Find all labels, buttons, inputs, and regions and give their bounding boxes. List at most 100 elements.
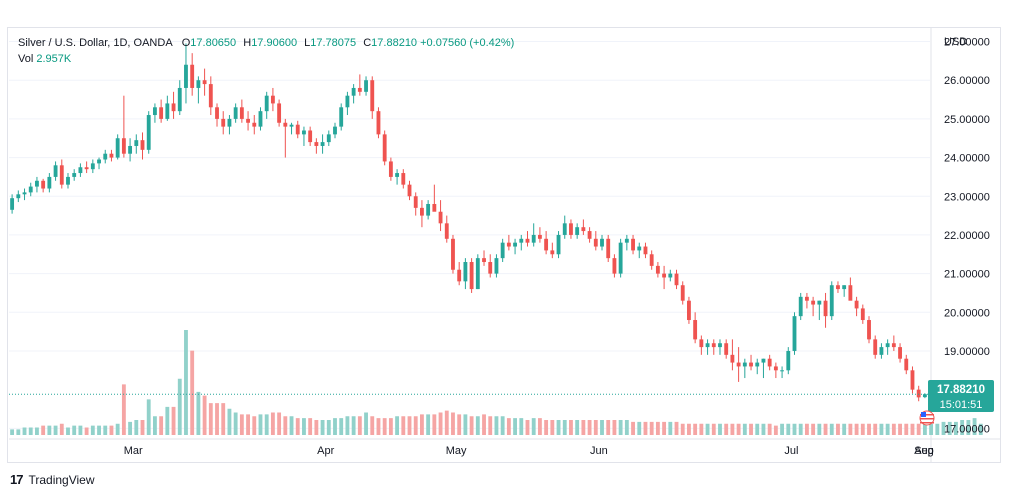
volume-bar (544, 420, 549, 435)
volume-bar (593, 420, 598, 435)
footer-brand[interactable]: 17 TradingView (10, 472, 95, 487)
brand-name: TradingView (28, 472, 95, 487)
y-tick-label: 27.00000 (944, 37, 990, 49)
volume-label: Vol (18, 53, 34, 65)
candle-body (562, 223, 567, 235)
price-tag-countdown: 15:01:51 (940, 399, 983, 411)
volume-bar (854, 423, 859, 435)
candle-body (898, 347, 902, 359)
volume-bar (506, 418, 511, 435)
candle-body (575, 227, 580, 235)
candle-body (922, 394, 927, 398)
candle-body (655, 265, 660, 274)
candle-body (798, 296, 803, 317)
candle-body (202, 80, 207, 85)
us-flag-icon (919, 410, 935, 426)
candle-body (475, 258, 480, 290)
volume-bar (600, 420, 604, 435)
volume-bar (202, 395, 207, 435)
y-tick-label: 24.00000 (944, 153, 990, 165)
volume-bar (22, 427, 27, 435)
volume-bar (370, 416, 375, 435)
candle-body (718, 343, 722, 348)
candle-body (35, 180, 39, 187)
candle-body (66, 176, 70, 185)
volume-bar (395, 416, 400, 435)
volume-bar (519, 418, 524, 435)
candle-body (357, 87, 362, 92)
volume-bar (326, 420, 331, 435)
candle-body (811, 300, 816, 305)
volume-bar (295, 418, 300, 435)
candle-body (513, 242, 517, 247)
volume-bar (239, 414, 244, 435)
volume-bar (320, 420, 325, 435)
volume-bar (649, 421, 654, 435)
volume-bar (848, 423, 853, 435)
candle-body (668, 273, 673, 278)
volume-bar (898, 423, 902, 435)
volume-bar (190, 350, 195, 435)
volume-bar (438, 412, 443, 435)
ohlc-row: Silver / U.S. Dollar, 1D, OANDA O17.8065… (18, 37, 515, 49)
volume-bar (786, 423, 791, 435)
candle-body (569, 223, 573, 235)
volume-bar (687, 423, 691, 435)
candle-body (891, 343, 896, 348)
candle-body (333, 126, 337, 135)
volume-bar (836, 423, 840, 435)
volume-bar (655, 421, 660, 435)
candle-body (302, 130, 306, 135)
candle-body (233, 107, 238, 119)
volume-bar (165, 406, 170, 435)
candle-body (649, 254, 654, 266)
price-axis[interactable]: 27.00000 26.00000 25.00000 24.00000 23.00000… (944, 37, 990, 436)
candle-body (171, 103, 176, 112)
candle-body (904, 358, 909, 371)
y-tick-label: 20.00000 (944, 307, 990, 319)
volume-bar (339, 418, 344, 435)
volume-bar (500, 416, 505, 435)
candle-body (680, 285, 685, 301)
candle-body (848, 285, 853, 301)
volume-bar (463, 414, 468, 435)
candle-body (817, 300, 822, 305)
candle-body (469, 262, 474, 290)
candle-body (674, 273, 679, 286)
candle-body (84, 167, 89, 170)
candle-body (842, 285, 847, 290)
volume-bar (954, 421, 958, 435)
volume-bar (668, 421, 673, 435)
volume-bar (792, 423, 797, 435)
volume-bar (351, 416, 356, 435)
x-tick-label: Mar (124, 445, 143, 457)
volume-bar (724, 423, 729, 435)
volume-bar (885, 423, 890, 435)
y-tick-label: 21.00000 (944, 269, 990, 281)
volume-bar (749, 423, 753, 435)
candle-body (364, 80, 368, 92)
candle-body (72, 173, 77, 177)
candle-body (600, 238, 604, 247)
candle-body (109, 153, 114, 158)
candle-body (115, 138, 120, 158)
volume-bar (457, 414, 462, 435)
volume-bar (736, 423, 741, 435)
candle-body (382, 134, 387, 162)
candle-body (749, 362, 753, 367)
candle-body (500, 242, 505, 259)
x-tick-label: Aug (914, 445, 934, 457)
candle-body (463, 262, 468, 282)
candle-body (41, 180, 46, 189)
volume-bar (978, 423, 983, 435)
volume-bar (929, 423, 934, 435)
candle-body (134, 140, 139, 146)
volume-bar (258, 414, 263, 435)
candle-body (631, 238, 635, 251)
volume-bar (41, 425, 46, 435)
price-tag-bg (928, 380, 994, 412)
volume-bar (171, 406, 176, 435)
volume-bar (941, 421, 946, 435)
